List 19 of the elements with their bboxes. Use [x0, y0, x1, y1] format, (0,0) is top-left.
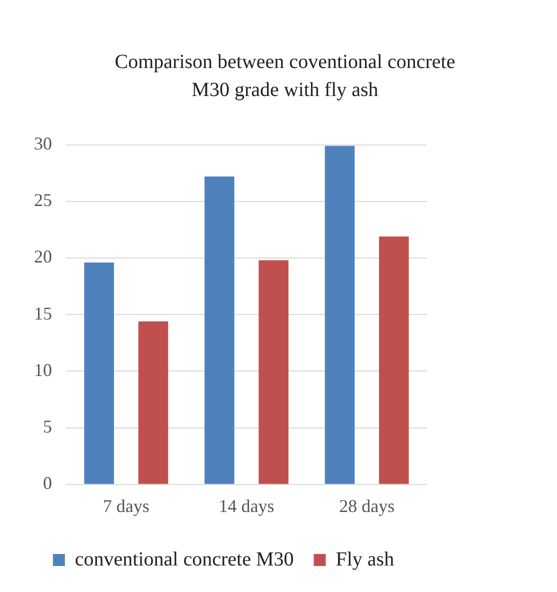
y-tick-label: 0 — [43, 473, 52, 494]
x-tick-label: 14 days — [218, 496, 274, 516]
bar — [84, 262, 114, 484]
chart-title: Comparison between coventional concrete M30 grade with fly ash — [114, 50, 456, 103]
y-tick-label: 20 — [34, 246, 52, 267]
y-tick-label: 25 — [34, 190, 52, 210]
bar — [324, 146, 355, 484]
x-tick-label: 28 days — [339, 496, 395, 516]
bar — [204, 176, 234, 484]
bar — [138, 321, 168, 484]
y-tick-label: 30 — [34, 134, 52, 154]
y-tick-label: 10 — [34, 360, 52, 380]
x-tick-label: 7 days — [102, 496, 150, 516]
bar — [258, 260, 288, 484]
y-tick-label: 5 — [43, 416, 52, 437]
bar — [379, 236, 409, 484]
legend-label: conventional concrete M30 — [74, 548, 294, 570]
legend-label: Fly ash — [336, 548, 394, 570]
y-tick-label: 15 — [34, 303, 52, 324]
